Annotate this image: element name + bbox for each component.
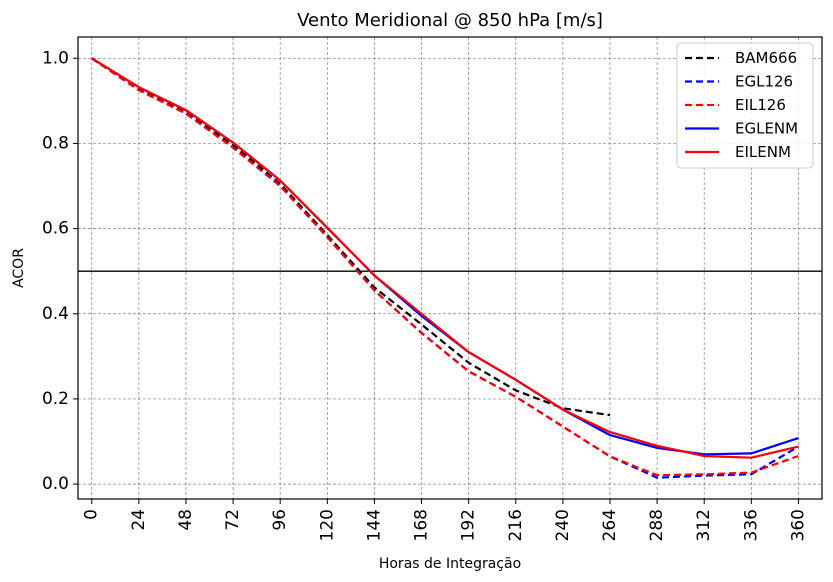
series-group <box>91 57 799 479</box>
x-tick-label: 336 <box>741 509 761 541</box>
legend-label: EILENM <box>735 143 791 161</box>
x-tick-label: 240 <box>553 509 573 541</box>
y-tick-label: 0.2 <box>42 389 69 409</box>
legend-label: EGLENM <box>735 120 798 138</box>
series-line-eilenm <box>91 57 799 459</box>
x-axis-label: Horas de Integração <box>379 556 521 572</box>
x-tick-label: 264 <box>600 509 620 541</box>
legend-box <box>676 42 814 169</box>
x-tick-label: 72 <box>223 509 243 531</box>
legend-label: EIL126 <box>735 96 786 114</box>
y-tick-label: 0.4 <box>42 304 69 324</box>
y-tick-label: 1.0 <box>42 48 69 68</box>
x-tick-label: 288 <box>647 509 667 541</box>
x-tick-label: 96 <box>270 509 290 531</box>
x-tick-label: 360 <box>788 509 808 541</box>
x-tick-label: 168 <box>412 509 432 541</box>
legend: BAM666 EGL126 EIL126 EGLENM EILENM <box>676 42 814 169</box>
y-tick-label: 0.6 <box>42 219 69 239</box>
legend-label: BAM666 <box>735 49 797 67</box>
x-axis-ticks: 0 24 48 72 96 120 144 168 192 216 240 264 288 312 336 3… <box>82 499 808 541</box>
x-tick-label: 144 <box>364 509 384 541</box>
plot-frame <box>77 36 823 500</box>
x-tick-label: 312 <box>694 509 714 541</box>
x-tick-label: 192 <box>459 509 479 541</box>
y-axis-ticks: 0.0 0.2 0.4 0.6 0.8 1.0 <box>42 48 78 494</box>
chart-title: Vento Meridional @ 850 hPa [m/s] <box>297 10 603 31</box>
legend-label: EGL126 <box>735 73 793 91</box>
x-tick-label: 0 <box>82 509 102 520</box>
y-axis-label: ACOR <box>11 248 27 288</box>
x-tick-label: 120 <box>317 509 337 541</box>
x-tick-label: 48 <box>176 509 196 531</box>
x-tick-label: 216 <box>506 509 526 541</box>
y-tick-label: 0.8 <box>42 133 69 153</box>
series-line-eil126 <box>91 57 799 477</box>
y-tick-label: 0.0 <box>42 474 69 494</box>
x-tick-label: 24 <box>129 509 149 531</box>
